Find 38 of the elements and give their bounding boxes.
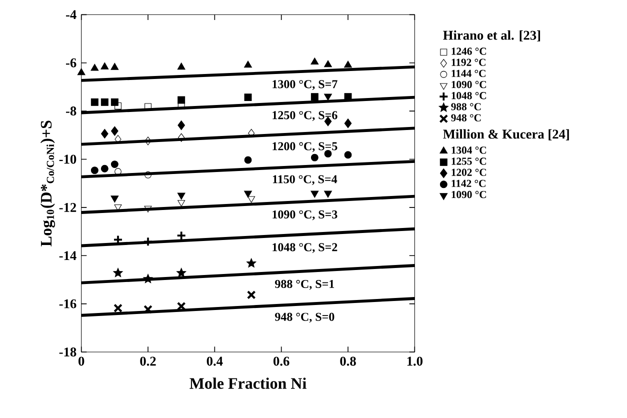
y-tick-label: -8: [66, 106, 76, 116]
x-tick-label: 0.6: [274, 356, 290, 366]
x-axis-title: Mole Fraction Ni: [190, 378, 306, 389]
annotation: 1048 °C, S=2: [272, 243, 338, 253]
annotation: 1150 °C, S=4: [272, 175, 338, 186]
x-tick-label: 0: [78, 356, 84, 366]
annotation: 948 °C, S=0: [275, 312, 334, 323]
annotation: 1300 °C, S=7: [272, 80, 338, 90]
legend-label: 1090 °C: [452, 190, 486, 198]
y-tick-label: -14: [59, 251, 76, 260]
legend-label: 948 °C: [451, 114, 481, 122]
legend-label: 1202 °C: [452, 168, 486, 176]
legend-label: 1192 °C: [452, 58, 486, 66]
annotation: 1250 °C, S=6: [272, 111, 338, 121]
legend-label: 1255 °C: [452, 158, 486, 165]
y-axis-title: Log$_{10}$(D*$_{Co/CoNi}$)+S: [40, 120, 56, 246]
legend-label: 1246 °C: [452, 48, 486, 55]
x-tick-label: 0.2: [140, 356, 156, 366]
y-tick-label: -10: [59, 154, 76, 164]
x-tick-label: 0.8: [340, 356, 356, 366]
x-tick-label: 0.4: [206, 356, 223, 366]
annotation: 988 °C, S=1: [275, 280, 334, 290]
text: Hirano et al. [23]: [443, 30, 540, 42]
annotation: 1200 °C, S=5: [272, 142, 338, 152]
x-tick-label: 1.0: [407, 356, 423, 366]
y-tick-label: -16: [59, 299, 76, 308]
y-tick-label: -12: [59, 203, 76, 212]
legend-label: 1048 °C: [452, 92, 486, 100]
legend-label: 1090 °C: [452, 80, 486, 88]
legend-label: 988 °C: [451, 103, 481, 110]
legend-label: 1304 °C: [452, 146, 486, 154]
legend-label: 1142 °C: [452, 180, 486, 188]
annotation: 1090 °C, S=3: [272, 210, 338, 220]
y-tick-label: -18: [59, 348, 76, 356]
legend-label: 1144 °C: [452, 70, 486, 78]
y-tick-label: -6: [66, 58, 76, 68]
y-tick-label: -4: [66, 10, 76, 20]
text: Million & Kucera [24]: [443, 129, 569, 140]
